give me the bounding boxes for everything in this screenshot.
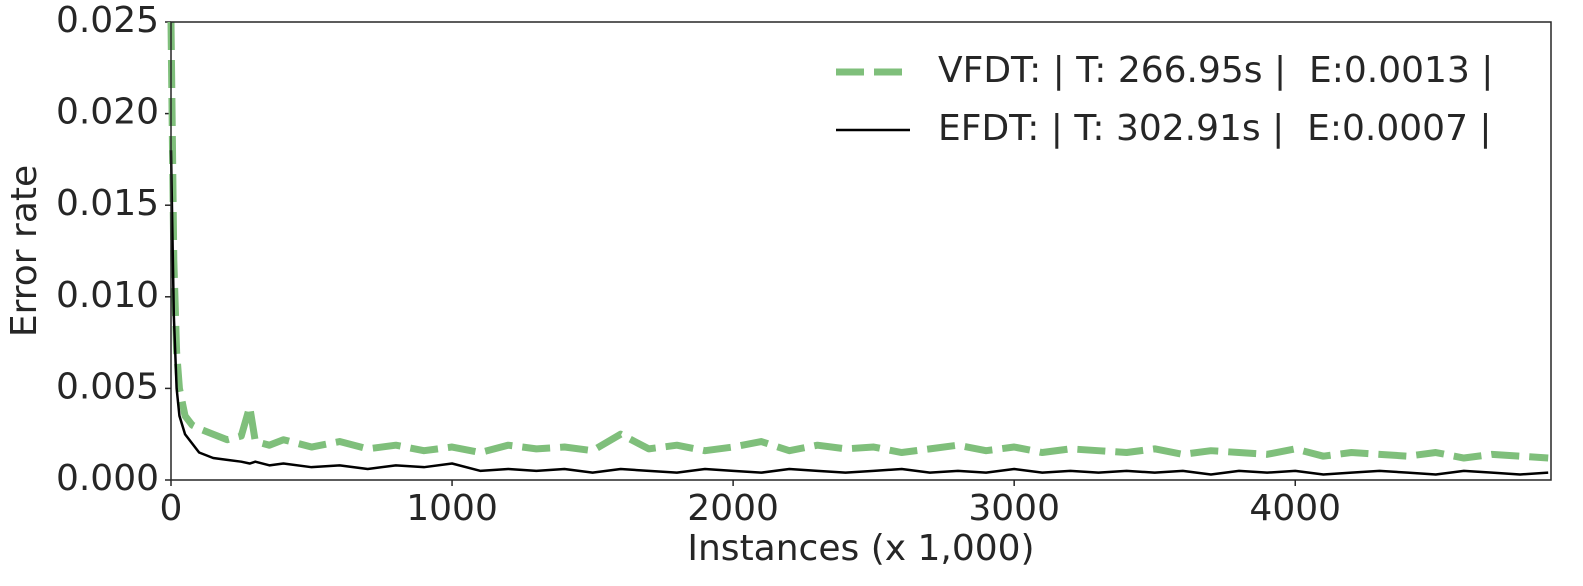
- y-tick-label: 0.025: [56, 0, 159, 41]
- y-tick-label: 0.005: [56, 366, 159, 407]
- x-tick-label: 2000: [687, 488, 779, 529]
- line-series: [167, 21, 1549, 462]
- line-series: [169, 150, 1549, 476]
- legend-label: EFDT: | T: 302.91s | E:0.0007 |: [938, 108, 1492, 149]
- y-axis-label: Error rate: [4, 165, 45, 337]
- x-tick-label: 4000: [1249, 488, 1341, 529]
- x-tick-label: 3000: [968, 488, 1060, 529]
- x-tick-label: 0: [160, 488, 183, 529]
- plot-frame: [170, 21, 1552, 481]
- x-tick-label: 1000: [406, 488, 498, 529]
- legend-label: VFDT: | T: 266.95s | E:0.0013 |: [938, 50, 1493, 91]
- y-tick-label: 0.000: [56, 458, 159, 499]
- y-tick-label: 0.010: [56, 275, 159, 316]
- y-tick-label: 0.020: [56, 92, 159, 133]
- y-tick-label: 0.015: [56, 183, 159, 224]
- x-axis-label: Instances (x 1,000): [687, 528, 1034, 569]
